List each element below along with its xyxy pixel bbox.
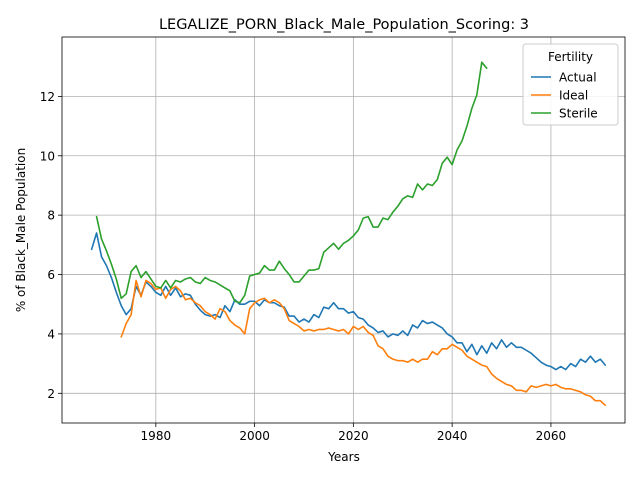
y-tick-label: 8 <box>47 209 55 223</box>
x-tick-label: 2040 <box>437 429 468 443</box>
series-line-ideal <box>120 279 607 406</box>
legend-label-sterile: Sterile <box>559 107 598 121</box>
x-tick-label: 2000 <box>239 429 270 443</box>
plot-frame <box>61 36 626 424</box>
y-tick-label: 10 <box>40 149 55 163</box>
series-line-sterile <box>95 61 488 304</box>
y-tick-label: 12 <box>40 90 55 104</box>
legend-box <box>522 43 619 126</box>
x-tick-label: 2020 <box>338 429 369 443</box>
y-axis-label: % of Black_Male Population <box>14 148 28 312</box>
legend-entry-actual: Actual <box>531 71 597 85</box>
x-tick-label: 1980 <box>141 429 172 443</box>
chart-title: LEGALIZE_PORN_Black_Male_Population_Scor… <box>159 17 529 33</box>
legend-title: Fertility <box>548 50 593 64</box>
y-tick-label: 4 <box>47 327 55 341</box>
legend-label-actual: Actual <box>559 71 597 85</box>
series-lines <box>90 61 607 406</box>
y-axis-ticks: 2 4 6 8 10 12 <box>40 90 62 401</box>
series-line-actual <box>90 232 607 371</box>
legend: Fertility Actual Ideal Sterile <box>522 43 619 126</box>
legend-entry-sterile: Sterile <box>531 107 598 121</box>
x-axis-label: Years <box>327 450 360 464</box>
legend-entry-ideal: Ideal <box>531 89 588 103</box>
y-tick-label: 2 <box>47 387 55 401</box>
x-axis-ticks: 1980 2000 2020 2040 2060 <box>141 423 567 443</box>
x-tick-label: 2060 <box>536 429 567 443</box>
y-tick-label: 6 <box>47 268 55 282</box>
legend-label-ideal: Ideal <box>559 89 588 103</box>
